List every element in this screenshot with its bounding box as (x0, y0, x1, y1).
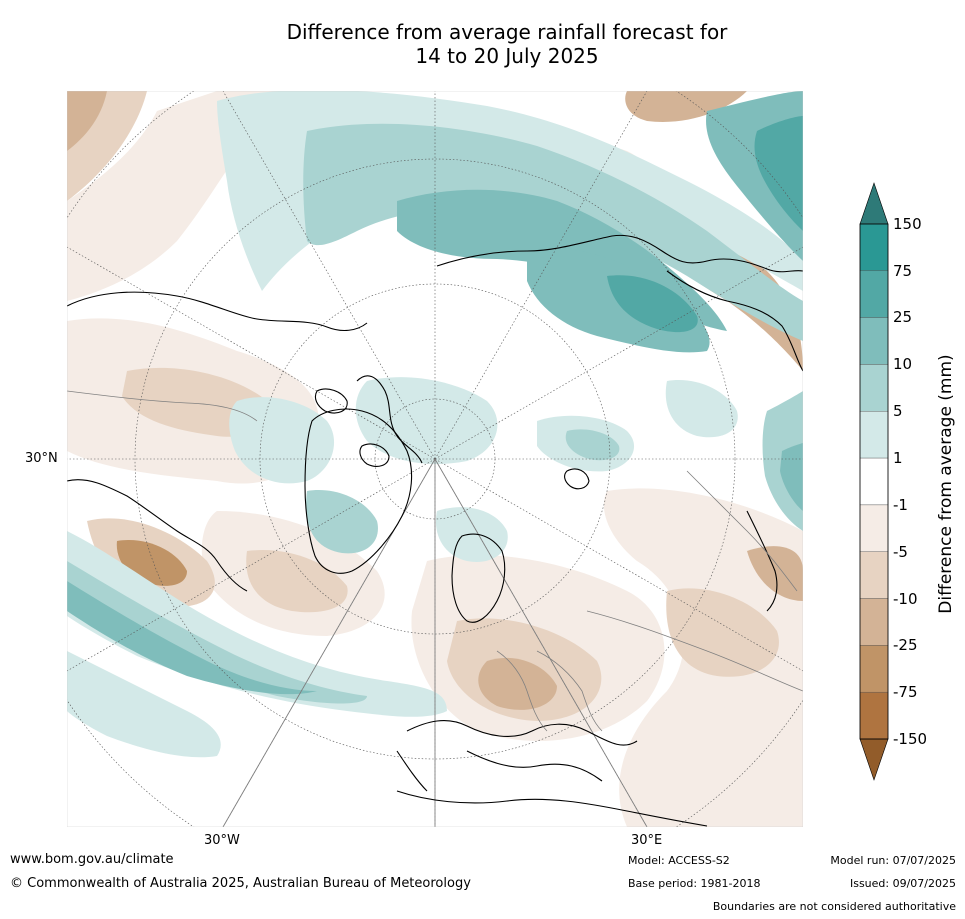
cbar-tick-neg150: -150 (893, 730, 928, 748)
colorbar-under-arrow (859, 738, 889, 781)
coastline-siberia (436, 234, 803, 273)
wet-region-greenland-west (306, 490, 378, 554)
cbar-tick-150: 150 (893, 215, 922, 233)
colorbar-band-10 (859, 691, 889, 740)
footer-url: www.bom.gov.au/climate (10, 852, 174, 867)
rainfall-map (67, 91, 803, 827)
colorbar-band-0 (859, 223, 889, 272)
border-usa-canada (67, 390, 258, 422)
coastline-north-america (67, 291, 423, 592)
dry-region-alps (478, 657, 557, 710)
cbar-tick-neg10: -10 (893, 590, 918, 608)
footer-disclaimer: Boundaries are not considered authoritat… (712, 900, 956, 913)
cbar-tick-1: 1 (893, 449, 903, 467)
cbar-tick-neg75: -75 (893, 683, 918, 701)
colorbar-band-7 (859, 551, 889, 599)
cbar-tick-neg1: -1 (893, 496, 908, 514)
title-line-2: 14 to 20 July 2025 (415, 44, 599, 68)
coastline-scandinavia (451, 533, 506, 623)
colorbar-band-6 (859, 504, 889, 552)
meridian-120w (67, 246, 436, 460)
wet-region-east-asia-coast-core (780, 443, 803, 511)
cbar-tick-25: 25 (893, 308, 913, 326)
country-borders (67, 390, 803, 732)
wet-region-west-siberia (665, 380, 738, 438)
wet-region-west-pacific-low (67, 651, 221, 758)
colorbar-band-8 (859, 598, 889, 646)
colorbar-band-1 (859, 270, 889, 318)
meridian-150e (434, 91, 648, 460)
colorbar-band-9 (859, 645, 889, 693)
cbar-tick-neg5: -5 (893, 543, 908, 561)
meridian-120e (434, 246, 803, 460)
wet-region-pacific-arc-inner (303, 123, 803, 342)
coastline-greenland (304, 408, 413, 574)
coastline-east-asia (666, 270, 803, 612)
wet-region-canada-arctic (229, 397, 335, 484)
title-line-1: Difference from average rainfall forecas… (286, 20, 728, 44)
colorbar-band-4 (859, 411, 889, 459)
border-china (686, 470, 798, 592)
border-europe-2 (536, 650, 603, 732)
colorbar-band-3 (859, 364, 889, 412)
coastline-arctic-islands (314, 388, 590, 490)
colorbar-band-5 (859, 457, 889, 506)
cbar-tick-75: 75 (893, 262, 913, 280)
border-russia (586, 610, 803, 692)
dry-region-india (747, 546, 803, 601)
colorbar-band-2 (859, 317, 889, 365)
coastlines (67, 234, 803, 827)
reference-line-30e (434, 458, 648, 827)
meridian-60w (67, 458, 436, 672)
coastline-europe (396, 720, 638, 792)
footer-copyright: © Commonwealth of Australia 2025, Austra… (10, 876, 471, 891)
dry-region-north-pacific-top (625, 91, 747, 122)
wet-region-siberia-core (607, 275, 698, 333)
footer-base-period: Base period: 1981-2018 (628, 877, 761, 890)
colorbar-outline (859, 223, 889, 740)
rainfall-anomaly-shading (67, 91, 803, 827)
dry-region-central-asia (666, 588, 779, 677)
meridian-60e (434, 458, 803, 672)
colorbar-bands (859, 223, 889, 740)
colorbar (859, 182, 889, 781)
label-30n: 30°N (25, 451, 58, 466)
border-europe-1 (496, 650, 548, 732)
coastline-mediterranean (396, 790, 708, 827)
wet-region-arctic-ocean (355, 377, 498, 465)
meridian-150w (222, 91, 436, 460)
footer-model: Model: ACCESS-S2 (628, 854, 730, 867)
cbar-tick-10: 10 (893, 355, 913, 373)
wet-region-kara (565, 429, 620, 461)
wet-region-north-atlantic-core (67, 581, 317, 695)
wet-region-east-asia-high-core (754, 116, 803, 231)
colorbar-title: Difference from average (mm) (936, 354, 956, 614)
label-30e: 30°E (631, 833, 663, 848)
chart-title: Difference from average rainfall forecas… (0, 20, 965, 68)
colorbar-over-arrow (859, 182, 889, 225)
dry-region-arabia (663, 707, 803, 827)
cbar-tick-5: 5 (893, 402, 903, 420)
latitude-circle-40 (134, 158, 736, 760)
dry-region-pacific-inner (67, 91, 107, 151)
cbar-tick-neg25: -25 (893, 636, 918, 654)
label-30w: 30°W (204, 833, 240, 848)
footer-issued: Issued: 09/07/2025 (849, 877, 956, 890)
footer-model-run: Model run: 07/07/2025 (830, 854, 956, 867)
